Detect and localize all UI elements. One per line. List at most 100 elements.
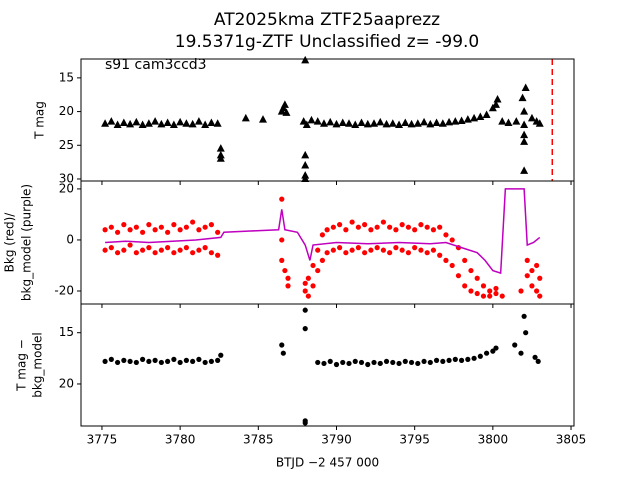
x-tick-label: 3775	[87, 433, 118, 447]
point	[163, 118, 172, 127]
y-tick-label: 0	[66, 232, 74, 246]
point	[446, 357, 452, 363]
point	[537, 293, 543, 299]
point	[438, 119, 447, 127]
x-tick-label: 3780	[165, 433, 196, 447]
point	[512, 117, 521, 125]
point	[102, 247, 108, 253]
y-axis-label: T mag	[33, 101, 47, 140]
point	[108, 224, 114, 230]
point	[418, 247, 424, 253]
title-line: AT2025kma ZTF25aaprezz	[214, 10, 440, 30]
point	[208, 358, 215, 365]
x-tick-label: 3790	[321, 433, 352, 447]
point	[424, 224, 430, 230]
point	[302, 326, 308, 332]
point	[520, 120, 529, 129]
point	[537, 275, 543, 281]
point	[368, 247, 374, 253]
point	[321, 360, 327, 367]
point	[374, 245, 380, 251]
point	[138, 120, 147, 129]
point	[482, 110, 491, 118]
point	[449, 237, 455, 243]
point	[357, 118, 366, 127]
point	[351, 120, 360, 129]
point	[399, 247, 405, 253]
point	[462, 283, 468, 289]
point	[107, 117, 116, 125]
point	[121, 222, 127, 228]
point	[521, 313, 527, 319]
point	[165, 229, 171, 235]
point	[426, 119, 435, 128]
point	[358, 359, 365, 366]
point	[207, 118, 216, 127]
point	[196, 227, 202, 233]
point	[388, 119, 397, 127]
point	[280, 100, 289, 108]
point	[337, 222, 343, 228]
point	[365, 361, 371, 368]
point	[521, 83, 530, 91]
point	[535, 358, 541, 365]
point	[282, 108, 291, 116]
point	[114, 229, 121, 235]
point	[437, 224, 443, 230]
y-tick-label: 20	[59, 376, 74, 390]
point	[140, 229, 146, 235]
y-tick-label: 25	[59, 138, 74, 152]
point	[474, 290, 480, 297]
point	[176, 117, 185, 126]
point	[194, 117, 203, 125]
point	[151, 117, 160, 125]
point	[330, 224, 336, 230]
x-tick-label: 3805	[556, 433, 587, 447]
point	[313, 117, 322, 125]
point	[504, 118, 513, 127]
point	[319, 257, 326, 263]
y-axis-label: bkg_model	[31, 332, 45, 398]
x-axis-label: BTJD −2 457 000	[276, 456, 379, 470]
title-line: 19.5371g-ZTF Unclassified z= -99.0	[175, 32, 480, 52]
point	[114, 359, 121, 366]
point	[285, 275, 291, 281]
point	[113, 120, 122, 129]
point	[457, 116, 466, 125]
point	[463, 115, 472, 123]
y-axis-label: Bkg (red)/	[3, 212, 17, 273]
point	[395, 120, 404, 129]
point	[310, 262, 316, 269]
point	[310, 283, 316, 289]
point	[279, 237, 285, 243]
point	[333, 361, 340, 368]
point	[445, 117, 454, 126]
point	[362, 222, 368, 228]
point	[259, 115, 268, 123]
point	[390, 359, 396, 366]
point	[355, 245, 361, 251]
point	[480, 283, 487, 289]
point	[305, 293, 311, 299]
point	[524, 273, 530, 279]
point	[315, 359, 321, 366]
point	[343, 227, 349, 233]
point	[215, 357, 221, 363]
point	[279, 342, 285, 348]
point	[451, 117, 460, 125]
point	[158, 247, 164, 253]
point	[213, 119, 222, 127]
point	[408, 359, 415, 366]
point	[529, 283, 535, 289]
point	[529, 267, 535, 274]
point	[177, 247, 183, 253]
point	[452, 356, 458, 362]
point	[177, 227, 183, 233]
point	[380, 247, 386, 253]
point	[196, 356, 202, 362]
point	[241, 113, 250, 122]
point	[443, 232, 449, 238]
point	[302, 420, 308, 426]
